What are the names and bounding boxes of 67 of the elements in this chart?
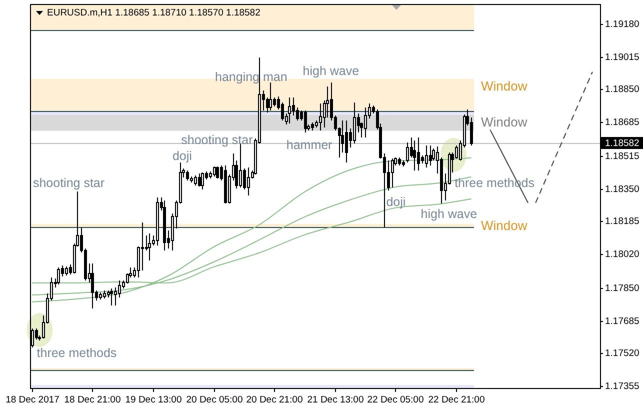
candlestick (269, 82, 272, 111)
candlestick (99, 292, 102, 300)
candlestick (311, 122, 314, 131)
y-tick-label: 1.18350 (605, 184, 640, 195)
candlestick (163, 200, 166, 251)
candlestick (103, 290, 106, 299)
candlestick (417, 137, 420, 171)
x-tick-label: 22 Dec 05:00 (367, 394, 424, 406)
band-label: Window (481, 218, 528, 233)
candlestick (216, 166, 219, 179)
annotation: shooting star (32, 176, 105, 190)
y-tick-label: 1.18020 (605, 249, 640, 260)
y-tick-label: 1.18685 (605, 117, 640, 128)
candlestick (224, 165, 227, 204)
candlestick (57, 267, 60, 285)
annotation: doji (386, 195, 406, 210)
x-tick-label: 18 Dec 2017 (6, 394, 60, 406)
annotation: hanging man (215, 70, 288, 84)
candlestick (304, 110, 307, 133)
candlestick (247, 167, 250, 196)
candlestick (319, 103, 322, 131)
y-tick-label: 1.17355 (605, 381, 640, 392)
x-tick-label: 21 Dec 13:00 (307, 394, 364, 406)
annotation: high wave (302, 64, 360, 78)
candlestick (148, 233, 151, 261)
candlestick (353, 102, 356, 144)
x-tick-label: 18 Dec 21:00 (64, 394, 121, 406)
y-tick-label: 1.18515 (605, 151, 640, 162)
candlestick (364, 107, 367, 138)
y-tick-label: 1.17520 (605, 348, 640, 359)
candlestick (402, 160, 405, 167)
candlestick (391, 158, 394, 188)
candlestick (425, 145, 428, 168)
candlestick (288, 97, 291, 124)
band-label: Window (481, 78, 528, 94)
chart-title: EURUSD.m,H1 1.18685 1.18710 1.18570 1.18582 (47, 8, 260, 18)
candlestick (213, 166, 216, 177)
candlestick (156, 197, 159, 246)
y-tick-label: 1.17685 (605, 316, 640, 327)
candlestick (198, 173, 201, 187)
y-tick-label: 1.18185 (605, 216, 640, 227)
x-tick-label: 22 Dec 21:00 (428, 394, 485, 406)
annotation: shooting star (181, 132, 253, 147)
ref-line-label: 1.18582 (605, 138, 640, 149)
candlestick (239, 143, 242, 188)
x-tick-label: 20 Dec 05:00 (186, 394, 243, 406)
y-tick-label: 1.18850 (605, 84, 640, 95)
annotation: hammer (286, 138, 332, 152)
candlestick (65, 266, 68, 276)
candlestick (345, 120, 348, 163)
band-label: Window (481, 114, 528, 130)
x-tick-label: 20 Dec 21:00 (246, 394, 303, 406)
candlestick (186, 170, 189, 181)
candlestick (194, 175, 197, 186)
candlestick (413, 140, 416, 171)
candlestick (429, 145, 432, 166)
annotation: high wave (420, 207, 478, 222)
candlestick (91, 263, 94, 309)
candlestick (110, 288, 113, 306)
candlestick (398, 157, 401, 166)
y-tick-label: 1.19180 (605, 19, 640, 30)
x-tick-label: 19 Dec 13:00 (125, 394, 182, 406)
annotation: doji (172, 149, 192, 164)
candlestick (201, 172, 204, 190)
y-tick-label: 1.19015 (605, 52, 640, 63)
y-tick-label: 1.17850 (605, 283, 640, 294)
annotation: three methods (36, 346, 117, 360)
